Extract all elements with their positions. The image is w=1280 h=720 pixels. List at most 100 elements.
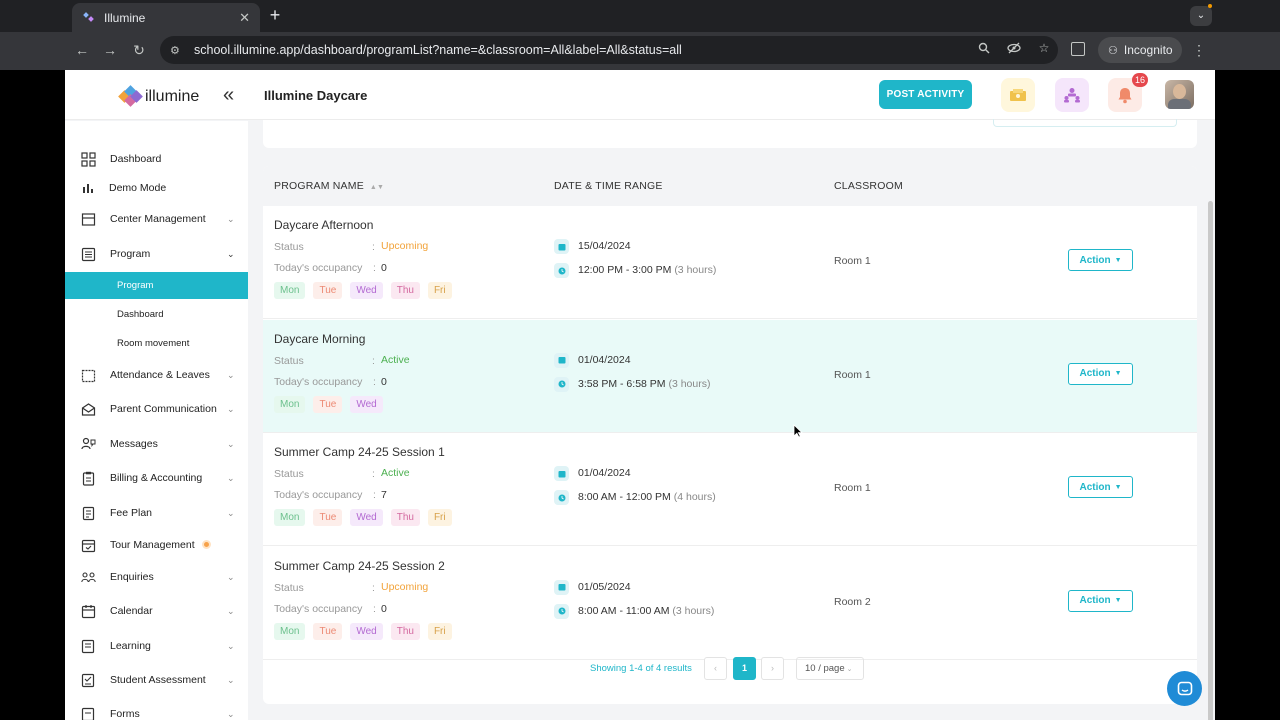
sidebar-subitem-program[interactable]: Program — [65, 272, 248, 299]
clock-icon — [554, 490, 569, 505]
new-tab-button[interactable]: + — [269, 5, 281, 25]
forward-arrow-icon[interactable]: → — [103, 42, 117, 58]
chevron-down-icon: ⌄ — [227, 472, 235, 483]
program-date: 01/04/2024 — [578, 467, 631, 479]
staff-icon[interactable] — [1055, 78, 1089, 112]
sidebar-item-program[interactable]: Program ⌄ — [65, 239, 248, 269]
sidebar-item-billing[interactable]: Billing & Accounting ⌄ — [65, 463, 248, 493]
sidebar: Dashboard Demo Mode Center Management ⌄ … — [65, 121, 248, 720]
sidebar-item-parent-communication[interactable]: Parent Communication ⌄ — [65, 394, 248, 424]
sidebar-item-fee-plan[interactable]: Fee Plan ⌄ — [65, 498, 248, 528]
table-row[interactable]: Summer Camp 24-25 Session 2 Status : Upc… — [263, 547, 1197, 660]
chevron-down-icon: ⌄ — [227, 438, 235, 449]
page-1-button[interactable]: 1 — [733, 657, 756, 680]
sidebar-item-tour-management[interactable]: Tour Management — [65, 530, 248, 560]
date-icon — [554, 352, 569, 368]
sidebar-item-messages[interactable]: Messages ⌄ — [65, 429, 248, 459]
occupancy-value: 0 — [381, 262, 387, 274]
sidebar-item-label: Dashboard — [110, 153, 162, 165]
back-arrow-icon[interactable]: ← — [75, 42, 89, 58]
address-bar[interactable]: ⚙ school.illumine.app/dashboard/programL… — [160, 36, 1058, 64]
program-name[interactable]: Summer Camp 24-25 Session 2 — [274, 558, 445, 573]
sidebar-item-enquiries[interactable]: Enquiries ⌄ — [65, 562, 248, 592]
sidebar-item-dashboard[interactable]: Dashboard — [65, 144, 248, 174]
action-dropdown-button[interactable]: Action ▼ — [1068, 589, 1133, 612]
users-icon — [80, 569, 96, 585]
sort-icon[interactable]: ▲▼ — [369, 184, 385, 191]
sidebar-item-label: Student Assessment — [110, 674, 206, 686]
app-header: illumine « Illumine Daycare POST ACTIVIT… — [65, 70, 1215, 120]
sidebar-item-calendar[interactable]: Calendar ⌄ — [65, 596, 248, 626]
sidebar-item-student-assessment[interactable]: Student Assessment ⌄ — [65, 665, 248, 695]
page-scrollbar[interactable] — [1208, 201, 1213, 720]
site-info-icon[interactable]: ⚙ — [170, 44, 180, 57]
zoom-icon[interactable] — [976, 40, 992, 56]
list-icon — [80, 246, 96, 262]
table-row[interactable]: Daycare Afternoon Status : Upcoming Toda… — [263, 206, 1197, 319]
sidebar-item-attendance[interactable]: Attendance & Leaves ⌄ — [65, 360, 248, 390]
table-row[interactable]: Summer Camp 24-25 Session 1 Status : Act… — [263, 433, 1197, 546]
tab-search-chevron-icon[interactable]: ⌄ — [1190, 6, 1212, 26]
prev-page-button[interactable]: ‹ — [704, 657, 727, 680]
reload-icon[interactable]: ↻ — [133, 42, 145, 58]
omnibox-actions: ☆ — [976, 40, 1052, 56]
sidebar-subitem-dashboard[interactable]: Dashboard — [65, 301, 248, 328]
sidebar-subitem-label: Room movement — [117, 338, 190, 349]
collapse-sidebar-icon[interactable]: « — [223, 84, 235, 106]
browser-menu-icon[interactable]: ⋮ — [1192, 42, 1206, 58]
sidebar-subitem-label: Dashboard — [117, 309, 164, 320]
approval-icon[interactable] — [1001, 78, 1035, 112]
action-dropdown-button[interactable]: Action ▼ — [1068, 362, 1133, 385]
sidebar-subitem-room-movement[interactable]: Room movement — [65, 330, 248, 357]
browser-tab[interactable]: Illumine ✕ — [72, 3, 260, 32]
program-table: PROGRAM NAME ▲▼ DATE & TIME RANGE CLASSRO… — [263, 166, 1197, 704]
header-program-name[interactable]: PROGRAM NAME ▲▼ — [274, 180, 385, 192]
chevron-down-icon: ⌄ — [227, 369, 235, 380]
day-tag: Wed — [350, 282, 383, 299]
support-chat-button[interactable] — [1167, 671, 1202, 706]
filter-button[interactable] — [993, 119, 1177, 127]
action-dropdown-button[interactable]: Action ▼ — [1068, 476, 1133, 498]
program-duration: (3 hours) — [674, 264, 717, 276]
program-time: 8:00 AM - 11:00 AM (3 hours) — [578, 604, 715, 617]
classroom-name: Room 1 — [834, 368, 871, 381]
status-value: Upcoming — [381, 240, 429, 252]
sidebar-item-demo-mode[interactable]: Demo Mode — [65, 173, 248, 203]
chevron-down-icon: ⌄ — [846, 666, 853, 673]
caret-down-icon: ▼ — [1114, 597, 1122, 604]
header-classroom: CLASSROOM — [834, 180, 903, 192]
page-size-select[interactable]: 10 / page ⌄ — [796, 657, 864, 680]
book-icon — [80, 638, 96, 654]
occupancy-value: 7 — [381, 489, 387, 501]
eye-off-icon[interactable] — [1006, 40, 1022, 56]
sidebar-item-label: Billing & Accounting — [110, 472, 203, 484]
avatar[interactable] — [1165, 80, 1194, 109]
day-tag: Fri — [427, 509, 452, 526]
sidebar-item-forms[interactable]: Forms ⌄ — [65, 699, 248, 720]
sidebar-item-learning[interactable]: Learning ⌄ — [65, 631, 248, 661]
incognito-indicator[interactable]: ⚇ Incognito — [1098, 37, 1182, 63]
program-name[interactable]: Summer Camp 24-25 Session 1 — [274, 445, 445, 459]
bookmark-star-icon[interactable]: ☆ — [1038, 41, 1050, 55]
pagination-summary: Showing 1-4 of 4 results — [590, 663, 692, 674]
status-value: Upcoming — [381, 580, 429, 593]
program-date: 01/05/2024 — [578, 580, 631, 593]
day-tag: Tue — [313, 282, 343, 299]
caret-down-icon: ▼ — [1114, 256, 1122, 264]
next-page-button[interactable]: › — [761, 657, 784, 680]
occupancy-colon: : — [373, 489, 376, 501]
program-name[interactable]: Daycare Afternoon — [274, 218, 374, 232]
sidebar-item-center-management[interactable]: Center Management ⌄ — [65, 204, 248, 234]
program-name[interactable]: Daycare Morning — [274, 331, 366, 346]
post-activity-button[interactable]: POST ACTIVITY — [879, 80, 972, 109]
update-dot-icon — [1208, 4, 1212, 8]
day-tags: Mon Tue Wed Thu Fri — [274, 509, 452, 526]
sidebar-subitem-label: Program — [117, 280, 154, 291]
table-row[interactable]: Daycare Morning Status : Active Today's … — [263, 319, 1197, 433]
chevron-down-icon: ⌄ — [227, 708, 235, 719]
action-dropdown-button[interactable]: Action ▼ — [1068, 249, 1133, 271]
day-tag: Mon — [274, 509, 306, 526]
side-panel-icon[interactable] — [1071, 42, 1085, 56]
tab-close-icon[interactable]: ✕ — [239, 9, 250, 25]
illumine-logo[interactable]: illumine — [118, 85, 199, 107]
